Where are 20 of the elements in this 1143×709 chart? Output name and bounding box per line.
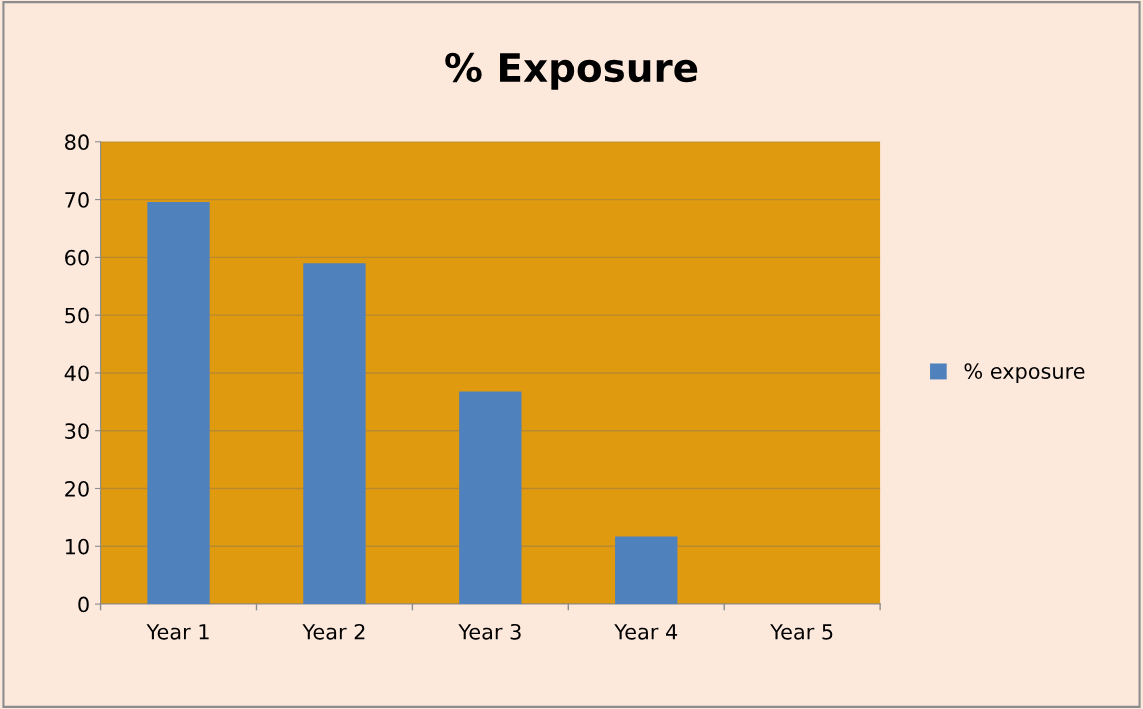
bar: [615, 536, 678, 605]
y-tick-label: 70: [65, 192, 89, 208]
x-tick-label: Year 3: [458, 623, 521, 640]
y-tick-label: 0: [78, 596, 89, 613]
y-tick-label: 80: [65, 134, 89, 151]
y-tick-label: 60: [65, 249, 89, 266]
y-tick-label: 20: [65, 480, 89, 497]
x-tick-label: Year 2: [302, 623, 365, 640]
y-tick-label: 30: [65, 423, 89, 439]
chart-title: % Exposure: [445, 52, 698, 90]
y-tick-label: 40: [64, 365, 89, 382]
y-tick-label: 10: [65, 538, 89, 555]
bar: [303, 263, 366, 605]
x-tick-label: Year 4: [614, 624, 678, 640]
y-tick-label: 50: [65, 307, 89, 324]
x-tick-label: Year 1: [146, 624, 209, 640]
bar: [147, 201, 210, 605]
x-tick-label: Year 5: [770, 624, 833, 640]
legend-label: % exposure: [964, 363, 1085, 384]
bar: [459, 391, 522, 605]
